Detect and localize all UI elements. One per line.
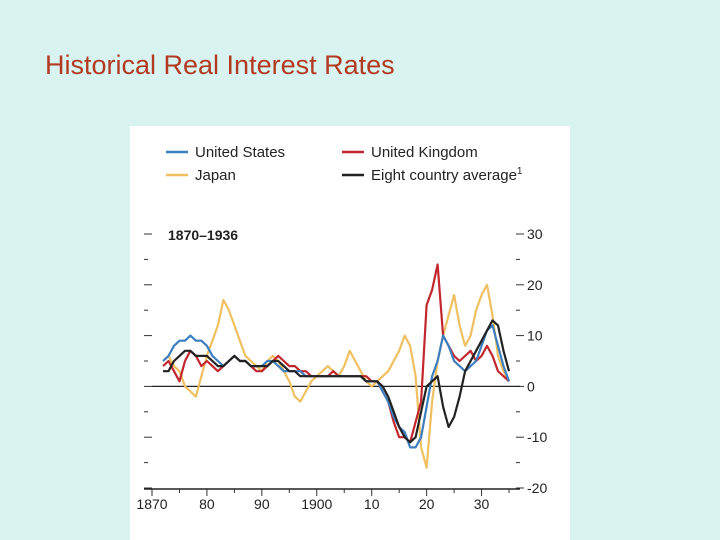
- legend-label-eight-country-average-text: Eight country average: [371, 167, 517, 184]
- y-tick-label: 20: [527, 277, 543, 293]
- x-tick-label: 30: [474, 496, 490, 512]
- legend-label-united-kingdom: United Kingdom: [371, 144, 478, 161]
- x-tick-label: 90: [254, 496, 270, 512]
- x-axis-ticks: 1870 80 90 1900 10 20 30: [136, 489, 510, 512]
- y-tick-label: 0: [527, 378, 535, 394]
- y-tick-label: 10: [527, 328, 543, 344]
- series-line-united-kingdom: [162, 263, 510, 444]
- period-label: 1870–1936: [168, 227, 238, 243]
- series-group: [162, 263, 511, 469]
- y-tick-label: -10: [527, 429, 547, 445]
- y-tick-label: 30: [527, 226, 543, 242]
- x-tick-label: 80: [199, 496, 215, 512]
- legend-label-japan: Japan: [195, 167, 236, 184]
- series-line-eight-country-average: [163, 319, 511, 444]
- legend-label-united-states: United States: [195, 144, 285, 161]
- left-axis-ticks: [144, 233, 152, 489]
- line-chart: United States United Kingdom Japan Eight…: [136, 144, 547, 512]
- slide-title: Historical Real Interest Rates: [45, 50, 395, 80]
- x-tick-label: 10: [364, 496, 380, 512]
- x-tick-label: 1900: [301, 496, 332, 512]
- chart-panel: United States United Kingdom Japan Eight…: [130, 126, 570, 540]
- x-tick-label: 1870: [136, 496, 167, 512]
- x-tick-label: 20: [419, 496, 435, 512]
- legend-superscript: 1: [517, 166, 523, 177]
- legend-label-eight-country-average: Eight country average1: [371, 166, 523, 184]
- legend: United States United Kingdom Japan Eight…: [166, 144, 523, 184]
- y-tick-label: -20: [527, 480, 547, 496]
- right-axis-ticks: 30 20 10 0 -10 -20: [516, 226, 547, 496]
